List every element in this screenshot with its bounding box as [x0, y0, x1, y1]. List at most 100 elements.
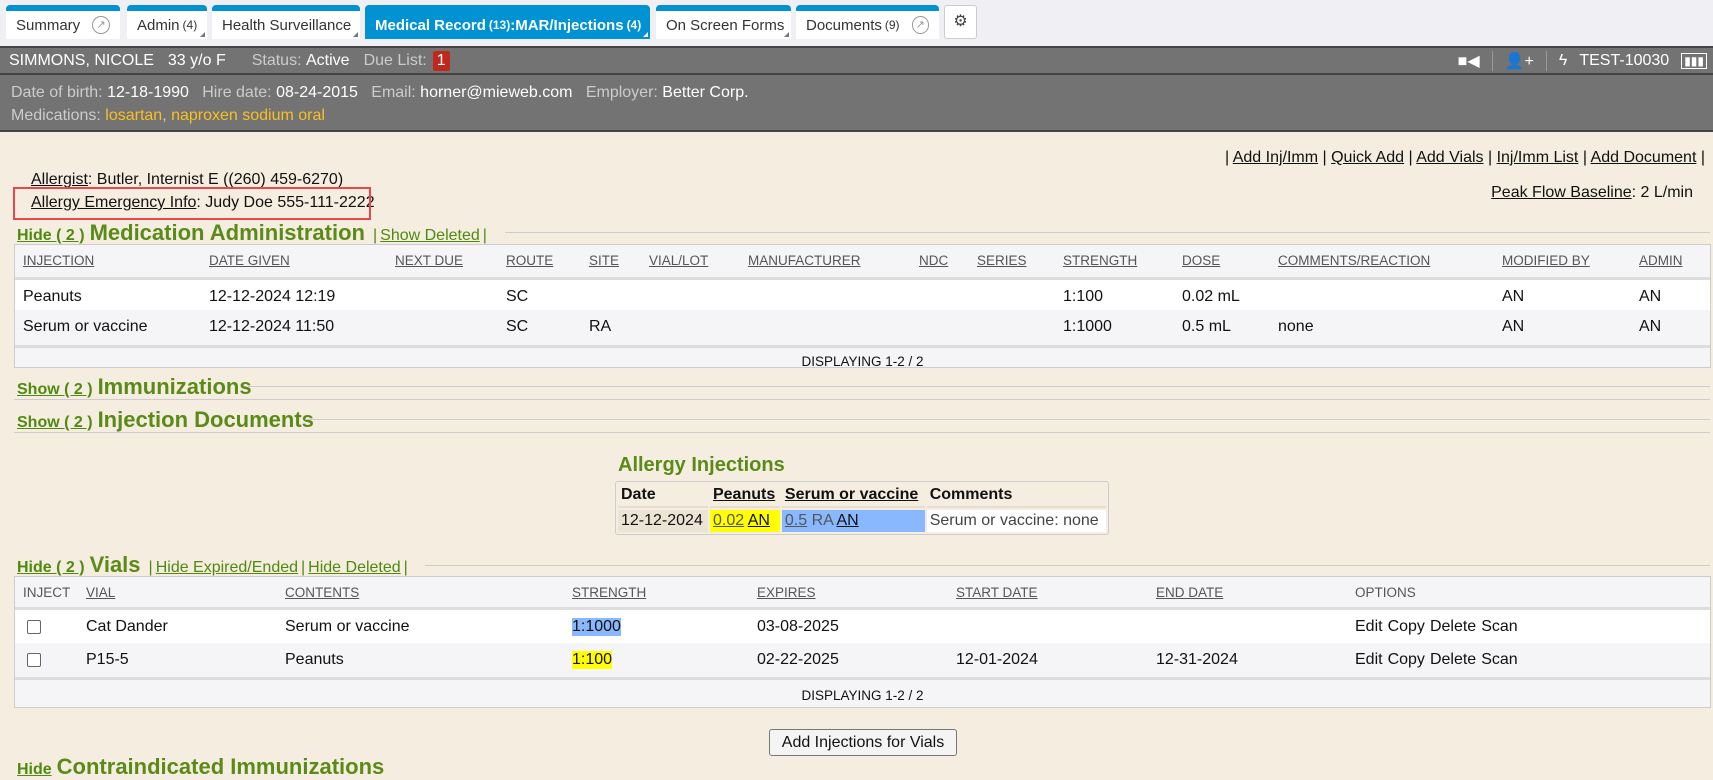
tab-medical-record[interactable]: Medical Record (13):MAR/Injections (4) — [365, 5, 650, 39]
video-camera-icon[interactable]: ■◀ — [1457, 52, 1480, 70]
column-header-peanuts[interactable]: Peanuts — [712, 486, 776, 503]
column-header[interactable]: COMMENTS/REACTION — [1278, 253, 1431, 268]
table-cell: AN — [1502, 288, 1525, 305]
admin-link[interactable]: AN — [836, 512, 859, 529]
option-scan[interactable]: Scan — [1481, 651, 1518, 668]
contraindicated-toggle[interactable]: Hide — [17, 761, 52, 778]
option-copy[interactable]: Copy — [1387, 618, 1425, 635]
column-header[interactable]: MODIFIED BY — [1502, 253, 1590, 268]
med-admin-header: Hide ( 2 ) Medication Administration | Sh… — [17, 220, 487, 245]
add-document-link[interactable]: Add Document — [1590, 149, 1697, 166]
hide-deleted-link[interactable]: Hide Deleted — [308, 559, 401, 576]
tab-summary[interactable]: Summary ↗ — [6, 5, 120, 39]
column-header[interactable]: DOSE — [1182, 253, 1221, 268]
column-header[interactable]: STRENGTH — [1063, 253, 1138, 268]
table-cell: RA — [589, 318, 612, 335]
external-link-icon[interactable]: ↗ — [911, 16, 929, 34]
column-header-serum[interactable]: Serum or vaccine — [784, 486, 919, 503]
add-vials-link[interactable]: Add Vials — [1416, 149, 1484, 166]
option-copy[interactable]: Copy — [1387, 651, 1425, 668]
tab-count: (4) — [626, 18, 642, 32]
column-header[interactable]: STRENGTH — [572, 585, 647, 600]
table-cell: AN — [1639, 288, 1662, 305]
status-value: Active — [305, 51, 350, 69]
allergy-injections-title: Allergy Injections — [618, 454, 785, 476]
divider — [305, 419, 1710, 420]
tab-count: (9) — [884, 18, 900, 32]
dose-link[interactable]: 0.02 — [712, 512, 745, 529]
tab-label: Admin — [137, 16, 180, 34]
immunizations-toggle[interactable]: Show ( 2 ) — [17, 381, 93, 398]
section-title: Medication Administration — [89, 220, 365, 245]
tab-label: Documents — [806, 16, 882, 34]
medication-item[interactable]: naproxen sodium oral — [171, 107, 325, 124]
vials-toggle[interactable]: Hide ( 2 ) — [17, 559, 85, 576]
option-delete[interactable]: Delete — [1429, 651, 1477, 668]
admin-link[interactable]: AN — [747, 512, 770, 529]
column-header[interactable]: INJECTION — [23, 253, 95, 268]
tab-label: Summary — [16, 16, 81, 34]
table-row[interactable]: Serum or vaccine 12-12-2024 11:50 SC RA 1:10… — [15, 310, 1710, 342]
lightning-icon[interactable]: ϟ — [1558, 51, 1568, 69]
column-header[interactable]: SITE — [589, 253, 620, 268]
peak-flow-link[interactable]: Peak Flow Baseline — [1491, 184, 1632, 201]
column-header[interactable]: START DATE — [956, 585, 1038, 600]
bar-chart-icon[interactable]: ▮▮▮ — [1681, 52, 1707, 69]
comments-cell: Serum or vaccine: none — [926, 510, 1106, 532]
inject-checkbox[interactable] — [27, 653, 41, 667]
column-header[interactable]: ROUTE — [506, 253, 554, 268]
vial-name: P15-5 — [86, 651, 129, 668]
column-header[interactable]: EXPIRES — [757, 585, 816, 600]
external-link-icon[interactable]: ↗ — [92, 16, 110, 34]
table-row[interactable]: Peanuts 12-12-2024 12:19 SC 1:100 0.02 mL AN A… — [15, 277, 1710, 310]
dose-link[interactable]: 0.5 — [784, 512, 808, 529]
allergy-emergency-info: Allergy Emergency Info: Judy Doe 555-111… — [31, 194, 375, 212]
hide-expired-link[interactable]: Hide Expired/Ended — [155, 559, 299, 576]
add-inj-imm-link[interactable]: Add Inj/Imm — [1232, 149, 1319, 166]
allergist-info: Allergist: Butler, Internist E ((260) 45… — [31, 171, 343, 189]
injection-documents-toggle[interactable]: Show ( 2 ) — [17, 414, 93, 431]
add-injections-for-vials-button[interactable]: Add Injections for Vials — [769, 729, 957, 756]
med-admin-toggle[interactable]: Hide ( 2 ) — [17, 227, 85, 244]
column-header: INJECT — [23, 585, 71, 600]
settings-gears-icon[interactable]: ⚙ — [944, 5, 977, 39]
column-header[interactable]: VIAL — [86, 585, 116, 600]
tab-label: On Screen Forms — [666, 16, 785, 34]
divider — [1545, 50, 1547, 71]
option-edit[interactable]: Edit — [1355, 651, 1383, 668]
dropdown-corner-icon — [784, 32, 789, 37]
option-scan[interactable]: Scan — [1481, 618, 1518, 635]
tab-health-surveillance[interactable]: Health Surveillance — [212, 5, 360, 39]
allergist-link[interactable]: Allergist — [31, 171, 88, 188]
table-row[interactable]: Cat Dander Serum or vaccine 1:1000 03-08-20… — [15, 607, 1710, 643]
add-user-icon[interactable]: 👤+ — [1504, 52, 1534, 70]
table-row[interactable]: P15-5 Peanuts 1:100 02-22-2025 12-01-2024 12-… — [15, 643, 1710, 677]
dropdown-corner-icon — [200, 32, 205, 37]
displaying-count: DISPLAYING 1-2 / 2 — [15, 345, 1710, 369]
column-header[interactable]: END DATE — [1156, 585, 1224, 600]
column-header[interactable]: CONTENTS — [285, 585, 360, 600]
tab-admin[interactable]: Admin (4) — [127, 5, 207, 39]
column-header[interactable]: NEXT DUE — [395, 253, 464, 268]
inject-checkbox[interactable] — [27, 620, 41, 634]
column-header[interactable]: VIAL/LOT — [649, 253, 709, 268]
hire-label: Hire date: — [202, 84, 272, 101]
medication-item[interactable]: losartan — [105, 107, 163, 124]
column-header[interactable]: SERIES — [977, 253, 1027, 268]
column-header[interactable]: ADMIN — [1639, 253, 1683, 268]
show-deleted-link[interactable]: Show Deleted — [380, 227, 480, 244]
column-header[interactable]: NDC — [919, 253, 949, 268]
injection-documents-header: Show ( 2 ) Injection Documents — [17, 407, 319, 433]
column-header[interactable]: DATE GIVEN — [209, 253, 290, 268]
option-edit[interactable]: Edit — [1355, 618, 1383, 635]
inj-imm-list-link[interactable]: Inj/Imm List — [1496, 149, 1579, 166]
tab-on-screen-forms[interactable]: On Screen Forms — [656, 5, 791, 39]
tab-documents[interactable]: Documents (9) ↗ — [796, 5, 939, 39]
allergy-emergency-link[interactable]: Allergy Emergency Info — [31, 194, 197, 211]
column-header[interactable]: MANUFACTURER — [748, 253, 861, 268]
option-delete[interactable]: Delete — [1429, 618, 1477, 635]
column-header: Comments — [926, 484, 1106, 508]
quick-add-link[interactable]: Quick Add — [1331, 149, 1405, 166]
action-links: | Add Inj/Imm | Quick Add | Add Vials | … — [1224, 149, 1705, 166]
due-list-badge[interactable]: 1 — [432, 50, 450, 71]
